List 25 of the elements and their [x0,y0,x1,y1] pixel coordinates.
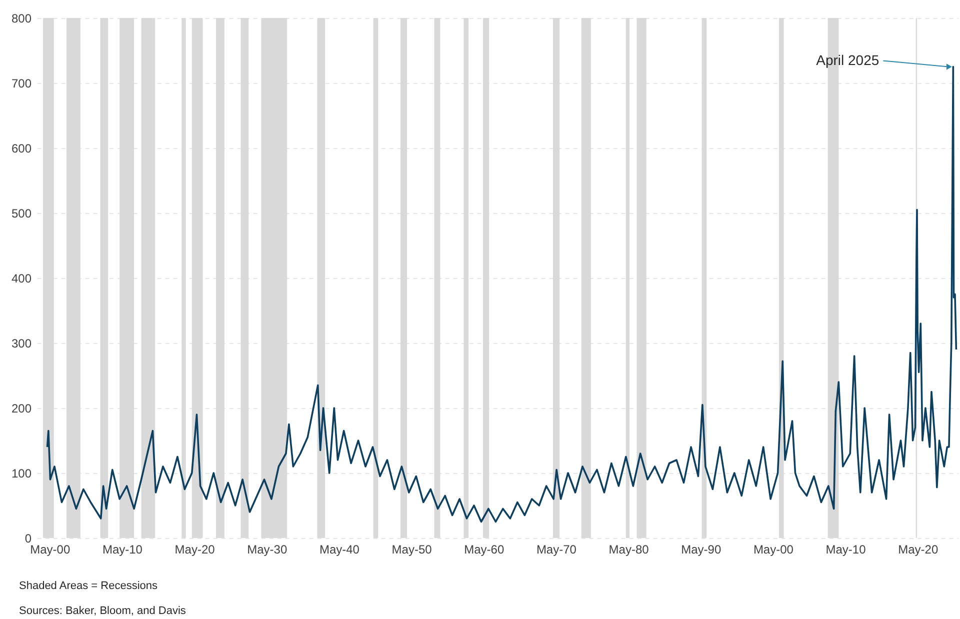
x-tick-label: May-80 [608,542,650,556]
annotation: April 2025 [816,52,880,68]
y-tick-label: 100 [11,466,32,480]
source-note: Sources: Baker, Bloom, and Davis [19,605,186,617]
x-tick-label: May-10 [826,542,866,556]
y-tick-label: 800 [11,12,32,26]
x-tick-label: May-00 [30,542,70,556]
x-tick-label: May-20 [898,542,938,556]
y-tick-label: 300 [11,336,32,350]
x-tick-label: May-70 [536,542,577,556]
y-tick-label: 700 [11,76,32,90]
y-tick-label: 0 [24,532,32,546]
x-tick-label: May-10 [102,542,143,556]
x-tick-label: May-50 [392,542,432,556]
x-tick-label: May-00 [753,542,794,556]
x-tick-label: May-60 [464,542,504,556]
x-tick-label: May-20 [174,542,216,556]
x-tick-label: May-90 [681,542,722,556]
y-tick-label: 400 [11,272,32,286]
y-tick-label: 200 [11,402,32,416]
y-tick-label: 500 [11,206,32,220]
text: Shaded Areas = Recessions [19,580,158,592]
x-tick-label: May-30 [247,542,288,556]
x-tick-label: May-40 [319,542,360,556]
y-tick-label: 600 [11,142,32,156]
